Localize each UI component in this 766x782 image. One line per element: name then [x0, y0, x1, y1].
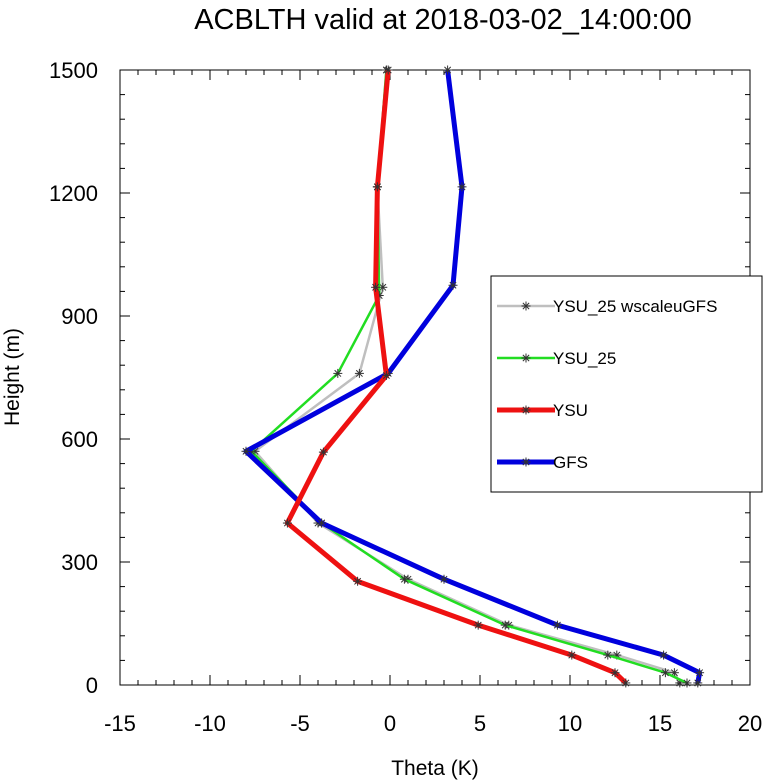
data-point	[610, 668, 620, 678]
x-tick-label: 10	[558, 711, 582, 736]
data-point	[439, 574, 449, 584]
data-point	[372, 182, 382, 192]
legend-label: YSU_25 wscaleuGFS	[553, 297, 717, 316]
y-axis-title: Height (m)	[1, 328, 24, 426]
y-tick-label: 300	[61, 550, 98, 575]
data-point	[318, 447, 328, 457]
data-point	[603, 650, 613, 660]
data-point	[521, 457, 531, 467]
data-point	[659, 650, 669, 660]
y-tick-label: 1500	[49, 58, 98, 83]
legend: YSU_25 wscaleuGFS YSU_25 YSU GFS	[490, 275, 763, 493]
legend-label: YSU	[553, 401, 588, 420]
data-point	[353, 576, 363, 586]
data-point	[521, 405, 531, 415]
data-point	[500, 620, 510, 630]
legend-entry: YSU	[497, 401, 588, 420]
data-point	[241, 446, 251, 456]
x-tick-labels: -15 -10 -5 0 5 10 15 20	[104, 711, 762, 736]
x-tick-label: 0	[384, 711, 396, 736]
data-point	[282, 518, 292, 528]
legend-box	[490, 275, 763, 493]
data-point	[457, 182, 467, 192]
data-point	[371, 282, 381, 292]
data-point	[383, 65, 393, 75]
y-tick-labels: 0 300 600 900 1200 1500	[49, 58, 98, 698]
data-point	[399, 574, 409, 584]
data-point	[521, 301, 531, 311]
chart-title: ACBLTH valid at 2018-03-02_14:00:00	[194, 4, 692, 36]
x-tick-label: 15	[648, 711, 672, 736]
x-tick-label: -10	[194, 711, 226, 736]
data-point	[381, 370, 391, 380]
x-axis-title: Theta (K)	[391, 757, 479, 780]
legend-label: YSU_25	[553, 349, 616, 368]
y-tick-label: 900	[61, 304, 98, 329]
x-tick-label: 20	[738, 711, 762, 736]
data-point	[682, 678, 692, 688]
legend-label: GFS	[553, 453, 588, 472]
data-point	[333, 368, 343, 378]
data-point	[521, 353, 531, 363]
y-tick-label: 600	[61, 427, 98, 452]
series-layer	[241, 65, 705, 688]
data-point	[448, 280, 458, 290]
legend-entry: YSU_25 wscaleuGFS	[497, 297, 717, 316]
x-tick-label: 5	[474, 711, 486, 736]
data-point	[552, 620, 562, 630]
data-point	[660, 668, 670, 678]
legend-entry: GFS	[497, 453, 588, 472]
data-point	[621, 678, 631, 688]
data-point	[317, 518, 327, 528]
y-tick-label: 0	[86, 673, 98, 698]
data-point	[695, 668, 705, 678]
x-tick-label: -5	[290, 711, 310, 736]
y-tick-label: 1200	[49, 181, 98, 206]
axis-ticks	[119, 69, 751, 686]
legend-entry: YSU_25	[497, 349, 616, 368]
data-point	[354, 368, 364, 378]
data-point	[567, 650, 577, 660]
data-point	[473, 620, 483, 630]
data-point	[693, 678, 703, 688]
series-ysu	[282, 65, 631, 688]
x-tick-label: -15	[104, 711, 136, 736]
data-point	[443, 65, 453, 75]
